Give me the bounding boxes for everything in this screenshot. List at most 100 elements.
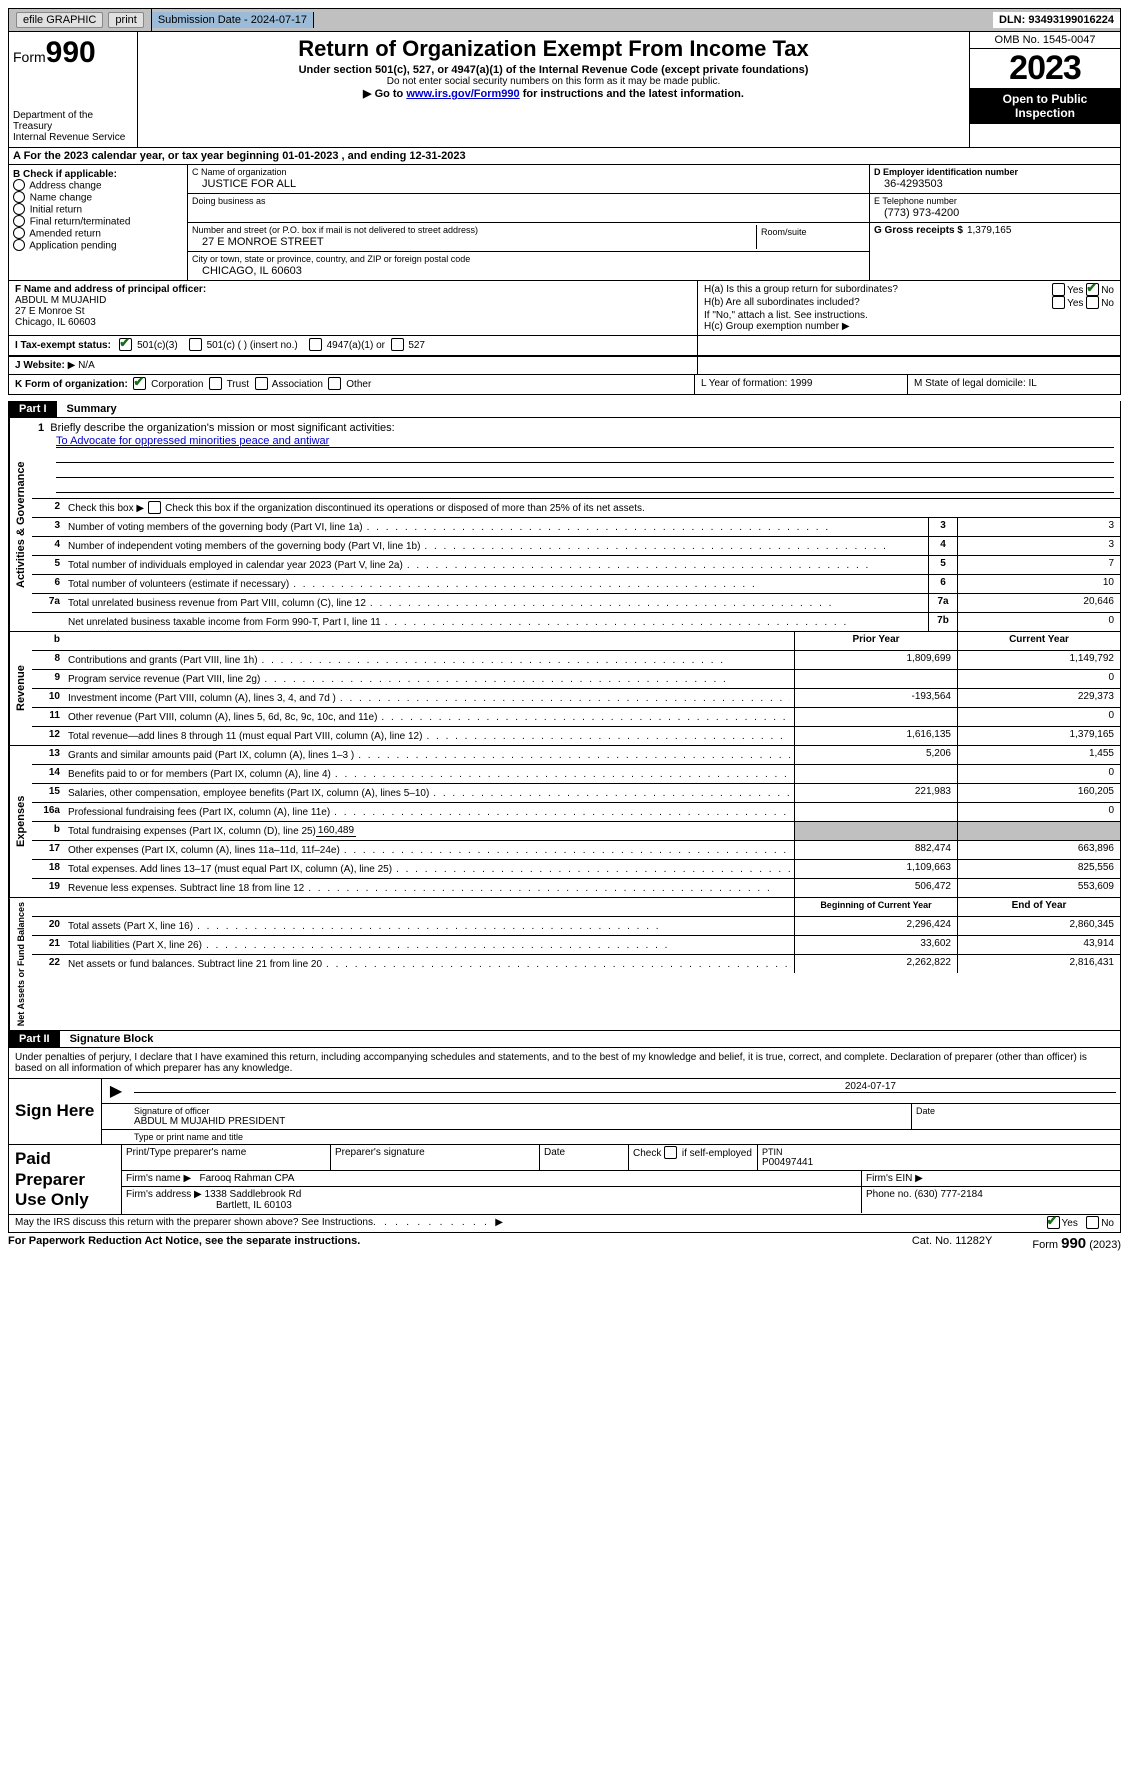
row-4: 4Number of independent voting members of… xyxy=(32,537,1120,556)
line3-val: 3 xyxy=(957,518,1120,536)
block-klm: K Form of organization: Corporation Trus… xyxy=(8,375,1121,395)
row-14: 14Benefits paid to or for members (Part … xyxy=(32,765,1120,784)
irs-link[interactable]: www.irs.gov/Form990 xyxy=(406,88,519,100)
form-number: 990 xyxy=(46,36,96,69)
discuss-row: May the IRS discuss this return with the… xyxy=(8,1215,1121,1233)
cb-self-employed[interactable] xyxy=(664,1146,677,1159)
website-value: N/A xyxy=(78,360,95,371)
line20-desc: Total assets (Part X, line 16) xyxy=(64,917,794,935)
row-8: 8Contributions and grants (Part VIII, li… xyxy=(32,651,1120,670)
cb-4947[interactable] xyxy=(309,338,322,351)
efile-cell: efile GRAPHIC print xyxy=(9,9,152,31)
h-a-label: H(a) Is this a group return for subordin… xyxy=(704,284,1052,297)
cb-501c3[interactable] xyxy=(119,338,132,351)
line12-desc: Total revenue—add lines 8 through 11 (mu… xyxy=(64,727,794,745)
phone-value: (773) 973-4200 xyxy=(874,206,1116,220)
row-17: 17Other expenses (Part IX, column (A), l… xyxy=(32,841,1120,860)
sig-officer-label: Signature of officer xyxy=(134,1106,907,1116)
hb-no-lbl: No xyxy=(1101,298,1114,309)
officer-name: ABDUL M MUJAHID xyxy=(15,295,691,306)
line18-cy: 825,556 xyxy=(957,860,1120,878)
firm-name-value: Farooq Rahman CPA xyxy=(200,1173,295,1184)
form-title: Return of Organization Exempt From Incom… xyxy=(146,36,961,62)
lbl-4947: 4947(a)(1) or xyxy=(327,340,385,351)
city-label: City or town, state or province, country… xyxy=(192,254,865,264)
cb-hb-no[interactable] xyxy=(1086,296,1099,309)
cb-hb-yes[interactable] xyxy=(1052,296,1065,309)
line7a-desc: Total unrelated business revenue from Pa… xyxy=(64,594,928,612)
line18-py: 1,109,663 xyxy=(794,860,957,878)
line16a-desc: Professional fundraising fees (Part IX, … xyxy=(64,803,794,821)
line4-val: 3 xyxy=(957,537,1120,555)
city-value: CHICAGO, IL 60603 xyxy=(192,264,865,278)
cb-discuss-no[interactable] xyxy=(1086,1216,1099,1229)
row-10: 10Investment income (Part VIII, column (… xyxy=(32,689,1120,708)
lbl-final-return: Final return/terminated xyxy=(30,217,131,228)
line19-desc: Revenue less expenses. Subtract line 18 … xyxy=(64,879,794,897)
line13-cy: 1,455 xyxy=(957,746,1120,764)
efile-graphic-button[interactable]: efile GRAPHIC xyxy=(16,12,103,28)
row-16a: 16aProfessional fundraising fees (Part I… xyxy=(32,803,1120,822)
lbl-app-pending: Application pending xyxy=(29,241,116,252)
cb-initial-return[interactable] xyxy=(13,203,25,215)
h-note: If "No," attach a list. See instructions… xyxy=(704,310,1114,321)
cb-trust[interactable] xyxy=(209,377,222,390)
row-18: 18Total expenses. Add lines 13–17 (must … xyxy=(32,860,1120,879)
row-7a: 7aTotal unrelated business revenue from … xyxy=(32,594,1120,613)
cb-line2[interactable] xyxy=(148,501,161,514)
part2-label: Part II xyxy=(9,1031,60,1047)
lbl-501c: 501(c) ( ) (insert no.) xyxy=(207,340,298,351)
dba-value xyxy=(192,206,865,220)
line13-py: 5,206 xyxy=(794,746,957,764)
sig-date-label: Date xyxy=(916,1106,1116,1116)
line10-desc: Investment income (Part VIII, column (A)… xyxy=(64,689,794,707)
line5-desc: Total number of individuals employed in … xyxy=(64,556,928,574)
lbl-assoc: Association xyxy=(272,379,323,390)
cb-corp[interactable] xyxy=(133,377,146,390)
header-center: Return of Organization Exempt From Incom… xyxy=(138,32,969,147)
print-button[interactable]: print xyxy=(108,12,143,28)
line11-py xyxy=(794,708,957,726)
part1-title: Summary xyxy=(57,401,127,417)
footer-catno: Cat. No. 11282Y xyxy=(912,1235,993,1252)
cb-other[interactable] xyxy=(328,377,341,390)
cb-ha-yes[interactable] xyxy=(1052,283,1065,296)
line22-desc: Net assets or fund balances. Subtract li… xyxy=(64,955,794,973)
row-7b: Net unrelated business taxable income fr… xyxy=(32,613,1120,631)
row-m: M State of legal domicile: IL xyxy=(908,375,1120,394)
header-left: Form990 Department of the Treasury Inter… xyxy=(9,32,138,147)
goto-post: for instructions and the latest informat… xyxy=(520,88,744,100)
current-year-hdr: Current Year xyxy=(957,632,1120,650)
part2-title: Signature Block xyxy=(60,1031,164,1047)
cb-address-change[interactable] xyxy=(13,179,25,191)
line20-boy: 2,296,424 xyxy=(794,917,957,935)
line16a-py xyxy=(794,803,957,821)
line13-desc: Grants and similar amounts paid (Part IX… xyxy=(64,746,794,764)
cb-ha-no[interactable] xyxy=(1086,283,1099,296)
cb-discuss-yes[interactable] xyxy=(1047,1216,1060,1229)
row-l: L Year of formation: 1999 xyxy=(695,375,908,394)
cb-assoc[interactable] xyxy=(255,377,268,390)
row-1: 1 Briefly describe the organization's mi… xyxy=(32,418,1120,499)
dept-treasury: Department of the Treasury xyxy=(13,110,133,132)
cb-name-change[interactable] xyxy=(13,191,25,203)
h-c-label: H(c) Group exemption number ▶ xyxy=(704,321,1114,332)
part2-header: Part II Signature Block xyxy=(8,1031,1121,1048)
discuss-no-lbl: No xyxy=(1101,1219,1114,1230)
row-3: 3Number of voting members of the governi… xyxy=(32,518,1120,537)
cb-527[interactable] xyxy=(391,338,404,351)
omb-number: OMB No. 1545-0047 xyxy=(970,32,1120,49)
lbl-other: Other xyxy=(346,379,371,390)
discuss-yes-lbl: Yes xyxy=(1062,1219,1078,1230)
row-12: 12Total revenue—add lines 8 through 11 (… xyxy=(32,727,1120,745)
box-b: B Check if applicable: Address change Na… xyxy=(9,165,188,280)
cb-501c[interactable] xyxy=(189,338,202,351)
rev-header: bPrior YearCurrent Year xyxy=(32,632,1120,651)
cb-amended[interactable] xyxy=(13,227,25,239)
line9-cy: 0 xyxy=(957,670,1120,688)
box-f: F Name and address of principal officer:… xyxy=(9,281,698,335)
line12-cy: 1,379,165 xyxy=(957,727,1120,745)
cb-app-pending[interactable] xyxy=(13,239,25,251)
cb-final-return[interactable] xyxy=(13,215,25,227)
officer-label: F Name and address of principal officer: xyxy=(15,284,691,295)
